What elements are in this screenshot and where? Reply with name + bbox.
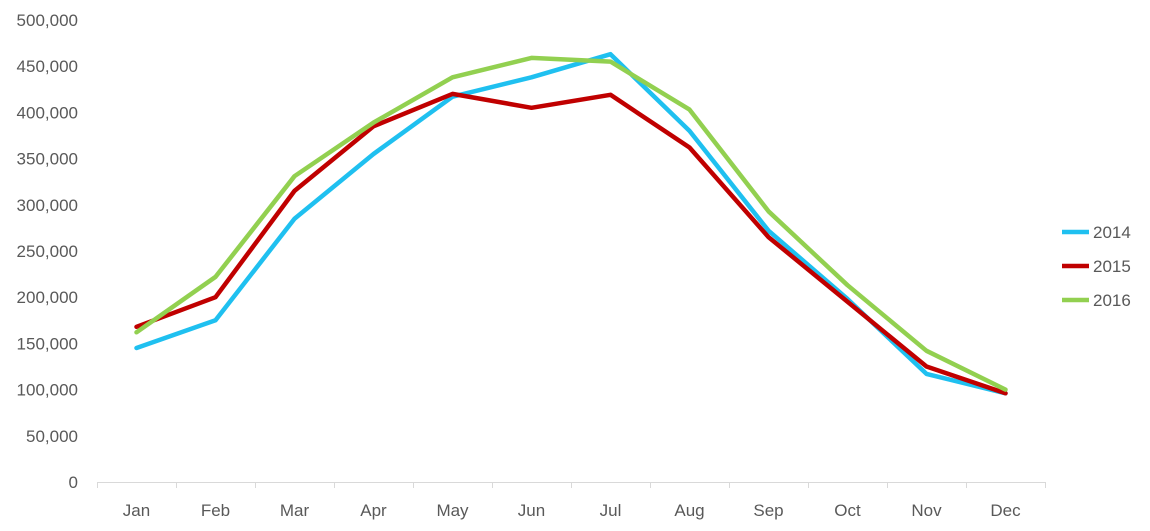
- y-tick-label: 100,000: [17, 381, 78, 400]
- y-tick-label: 250,000: [17, 242, 78, 261]
- x-tick-label: Jan: [123, 501, 150, 520]
- series-line-2014: [134, 51, 1008, 396]
- y-tick-label: 50,000: [26, 427, 78, 446]
- series-line-2015: [134, 91, 1008, 396]
- series-lines: [134, 51, 1008, 396]
- x-tick-label: Sep: [753, 501, 783, 520]
- x-tick-label: Dec: [990, 501, 1021, 520]
- y-tick-label: 450,000: [17, 57, 78, 76]
- x-tick-label: May: [436, 501, 469, 520]
- x-tick-label: Nov: [911, 501, 942, 520]
- x-tick-label: Mar: [280, 501, 310, 520]
- y-tick-label: 150,000: [17, 334, 78, 353]
- x-tick-label: Oct: [834, 501, 861, 520]
- x-tick-label: Jun: [518, 501, 545, 520]
- x-tick-label: Apr: [360, 501, 387, 520]
- legend-label-2015: 2015: [1093, 257, 1131, 276]
- y-tick-label: 200,000: [17, 288, 78, 307]
- y-axis: 0 50,000 100,000 150,000 200,000 250,000 300,0…: [17, 11, 78, 492]
- series-line-2016: [134, 55, 1008, 392]
- x-axis: Jan Feb Mar Apr May Jun Jul Aug Sep Oct Nov Dec: [97, 482, 1046, 520]
- legend-label-2016: 2016: [1093, 291, 1131, 310]
- x-tick-label: Aug: [674, 501, 704, 520]
- y-tick-label: 300,000: [17, 196, 78, 215]
- y-tick-label: 0: [69, 473, 78, 492]
- legend: 2014 2015 2016: [1062, 223, 1131, 310]
- x-tick-label: Jul: [600, 501, 622, 520]
- y-tick-label: 400,000: [17, 103, 78, 122]
- legend-label-2014: 2014: [1093, 223, 1131, 242]
- y-tick-label: 350,000: [17, 150, 78, 169]
- y-tick-label: 500,000: [17, 11, 78, 30]
- x-tick-label: Feb: [201, 501, 230, 520]
